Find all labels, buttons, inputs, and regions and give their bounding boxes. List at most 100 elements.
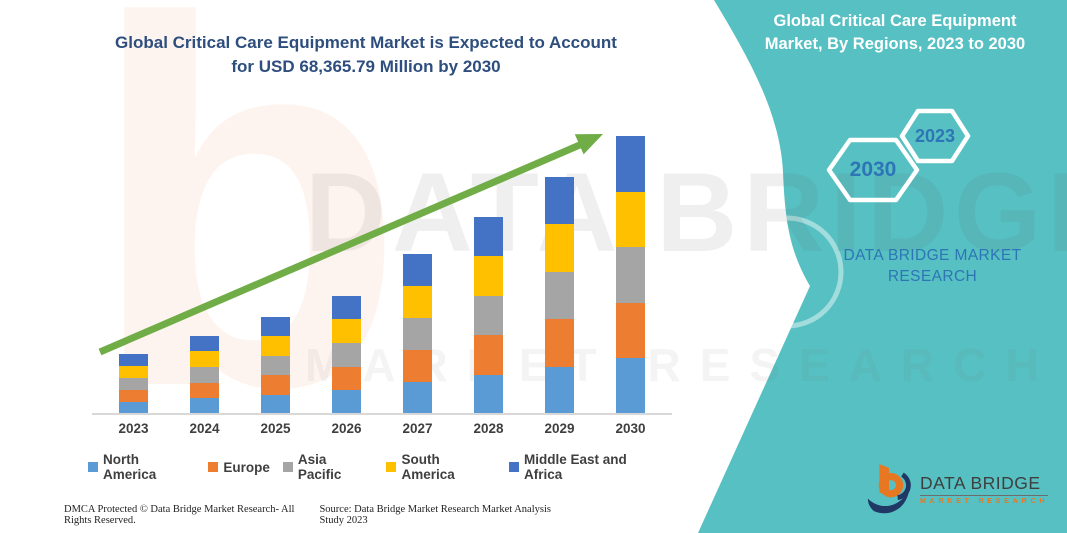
legend-label: Europe — [223, 459, 270, 475]
x-axis-label-2027: 2027 — [402, 421, 433, 436]
legend-swatch-icon — [509, 462, 520, 472]
side-panel-title-line2: Market, By Regions, 2023 to 2030 — [764, 35, 1026, 53]
stacked-bar-2026 — [332, 295, 361, 414]
bar-segment-middle-east-and-africa — [190, 335, 219, 352]
page-title: Global Critical Care Equipment Market is… — [80, 31, 652, 79]
page-title-line2: for USD 68,365.79 Million by 2030 — [231, 57, 501, 76]
bar-segment-north-america — [190, 398, 219, 414]
side-panel-brand-line1: DATA BRIDGE MARKET — [843, 247, 1022, 264]
legend-label: Middle East and Africa — [524, 452, 627, 482]
bar-column-2025 — [240, 135, 311, 414]
trend-arrow-icon — [98, 134, 603, 356]
legend-item-south-america: South America — [386, 452, 496, 482]
bar-segment-asia-pacific — [616, 247, 645, 303]
bar-segment-south-america — [545, 224, 574, 272]
stacked-bar-2024 — [190, 335, 219, 414]
bar-segment-europe — [332, 366, 361, 391]
bar-segment-asia-pacific — [190, 366, 219, 383]
bar-column-2023 — [98, 135, 169, 414]
footer: DMCA Protected © Data Bridge Market Rese… — [64, 504, 556, 526]
bar-column-2026 — [311, 135, 382, 414]
stacked-bar-2030 — [616, 136, 645, 414]
bar-column-2030 — [595, 135, 666, 414]
hexagon-outline-icon — [899, 108, 971, 164]
legend-swatch-icon — [282, 462, 293, 472]
bar-segment-south-america — [261, 336, 290, 356]
hexagon-year-label: 2023 — [914, 125, 956, 146]
bar-segment-europe — [261, 375, 290, 395]
hexagon-badge-2023: 2023 — [899, 107, 971, 165]
legend-item-middle-east-and-africa: Middle East and Africa — [509, 452, 668, 482]
hexagon-badge-2030: 2030 — [826, 136, 920, 204]
logo-name: DATA BRIDGE — [920, 473, 1049, 496]
databridge-logo-icon — [867, 464, 911, 514]
x-axis-baseline — [92, 413, 672, 415]
legend-swatch-icon — [88, 462, 98, 472]
bar-segment-middle-east-and-africa — [403, 254, 432, 286]
x-axis-label-2024: 2024 — [189, 421, 220, 436]
bar-segment-europe — [403, 350, 432, 382]
x-axis-label-2023: 2023 — [118, 421, 149, 436]
legend-item-europe: Europe — [208, 452, 270, 482]
bar-segment-middle-east-and-africa — [474, 217, 503, 257]
bar-segment-asia-pacific — [119, 377, 148, 390]
bar-segment-asia-pacific — [403, 318, 432, 350]
bar-segment-south-america — [119, 365, 148, 378]
bar-segment-asia-pacific — [332, 342, 361, 367]
side-panel-brand: DATA BRIDGE MARKET RESEARCH — [810, 245, 1055, 287]
stacked-bar-2028 — [474, 217, 503, 414]
bar-segment-asia-pacific — [261, 355, 290, 375]
bar-column-2027 — [382, 135, 453, 414]
bar-segment-north-america — [403, 382, 432, 414]
bar-segment-north-america — [119, 401, 148, 414]
bar-segment-middle-east-and-africa — [545, 177, 574, 225]
stacked-bar-chart — [98, 135, 666, 414]
page-title-line1: Global Critical Care Equipment Market is… — [115, 33, 617, 52]
bar-segment-europe — [545, 319, 574, 367]
bar-segment-south-america — [616, 191, 645, 248]
databridge-logo: DATA BRIDGE MARKET RESEARCH — [866, 464, 1066, 514]
legend-swatch-icon — [208, 462, 219, 472]
stacked-bar-2025 — [261, 316, 290, 414]
teal-blob-shape — [698, 0, 1067, 533]
side-panel-title: Global Critical Care Equipment Market, B… — [735, 10, 1055, 56]
legend-item-north-america: North America — [88, 452, 195, 482]
bar-segment-asia-pacific — [545, 271, 574, 320]
x-axis-labels: 2023 2024 2025 2026 2027 2028 2029 2030 — [98, 421, 666, 436]
bar-column-2029 — [524, 135, 595, 414]
x-axis-label-2028: 2028 — [473, 421, 504, 436]
bar-segment-middle-east-and-africa — [119, 353, 148, 366]
legend-label: North America — [102, 452, 157, 482]
databridge-logo-text: DATA BRIDGE MARKET RESEARCH — [920, 473, 1049, 505]
bar-segment-europe — [474, 335, 503, 375]
bar-segment-north-america — [616, 358, 645, 414]
bar-segment-north-america — [474, 374, 503, 414]
bar-column-2028 — [453, 135, 524, 414]
bar-segment-north-america — [545, 366, 574, 414]
footer-dmca-text: DMCA Protected © Data Bridge Market Rese… — [64, 504, 295, 526]
bar-segment-middle-east-and-africa — [261, 316, 290, 336]
bar-segment-south-america — [474, 256, 503, 296]
x-axis-label-2025: 2025 — [260, 421, 291, 436]
bar-segment-south-america — [332, 319, 361, 343]
bar-segment-south-america — [403, 286, 432, 318]
bar-segment-south-america — [190, 351, 219, 367]
hexagon-outline-icon — [826, 137, 920, 203]
legend-label: South America — [401, 452, 455, 482]
logo-tagline: MARKET RESEARCH — [920, 498, 1049, 505]
bar-column-2024 — [169, 135, 240, 414]
hexagon-year-label: 2030 — [849, 158, 897, 181]
x-axis-label-2029: 2029 — [544, 421, 575, 436]
footer-source-text: Source: Data Bridge Market Research Mark… — [319, 504, 551, 526]
legend-item-asia-pacific: Asia Pacific — [282, 452, 374, 482]
x-axis-label-2030: 2030 — [615, 421, 646, 436]
bar-segment-north-america — [332, 390, 361, 414]
bar-segment-north-america — [261, 394, 290, 414]
legend-label: Asia Pacific — [297, 452, 342, 482]
bar-segment-europe — [119, 389, 148, 402]
bar-segment-middle-east-and-africa — [616, 136, 645, 192]
bar-segment-europe — [616, 302, 645, 359]
legend-swatch-icon — [386, 462, 397, 472]
